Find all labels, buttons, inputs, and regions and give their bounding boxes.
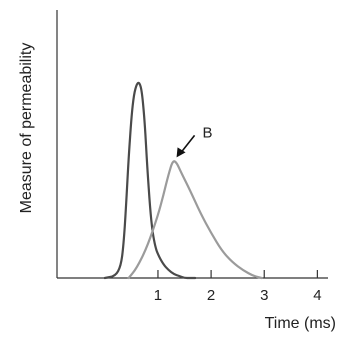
annotation-layer: B [176,124,213,158]
series-layer [103,81,263,280]
x-tick-label: 4 [313,287,321,304]
x-tick-label: 3 [260,287,268,304]
y-axis-label: Measure of permeability [18,43,35,214]
x-tick-label: 2 [207,287,215,304]
series-line-2 [127,160,263,280]
x-axis-label: Time (ms) [265,315,336,332]
annotation-label: B [203,124,213,141]
axes [56,10,328,279]
x-tick-label: 1 [154,287,162,304]
annotation-arrowhead [176,147,186,158]
tick-layer: 1 2 3 4 [154,270,322,304]
series-line-1 [103,81,197,280]
